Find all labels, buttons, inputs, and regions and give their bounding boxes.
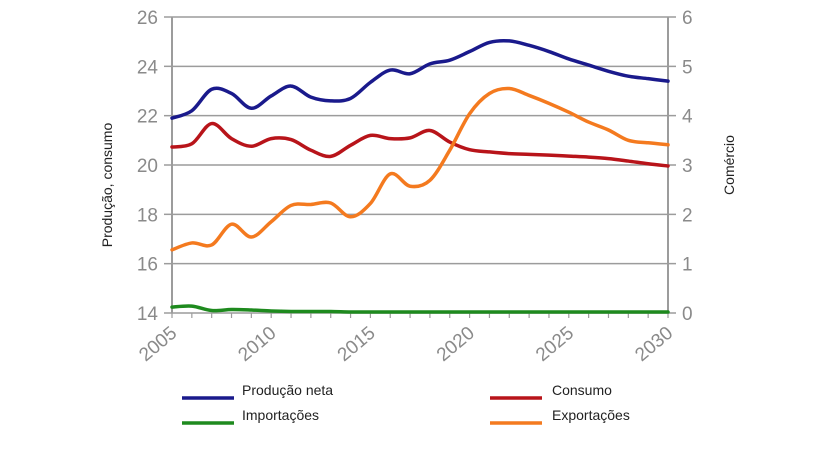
x-tick-label: 2015 [334,323,380,366]
series-line-produ-o-neta [170,38,670,120]
x-tick-label: 2030 [631,323,677,366]
series-line-importa-es [170,304,670,314]
x-tick-label: 2020 [433,323,479,366]
y-axis-label: Produção, consumo [99,123,115,248]
y-axis-right-label: Comércio [721,135,737,195]
y-tick-label: 16 [137,255,158,276]
y-right-tick-label: 2 [682,205,693,226]
y-tick-label: 24 [137,57,159,78]
legend-label: Importações [242,407,319,423]
y-tick-label: 20 [137,156,158,177]
y-right-tick-label: 6 [682,8,693,29]
y-right-tick-label: 3 [682,156,693,177]
y-right-tick-label: 5 [682,57,693,78]
y-tick-label: 14 [137,304,159,325]
y-right-tick-label: 4 [682,107,693,128]
series-line-exporta-es [170,86,670,252]
legend-label: Produção neta [242,382,333,398]
series-line-consumo [170,121,670,168]
y-right-tick-label: 1 [682,255,693,276]
x-tick-label: 2025 [532,323,578,366]
y-right-tick-label: 0 [682,304,693,325]
x-tick-label: 2010 [235,323,281,366]
legend-label: Exportações [552,407,630,423]
y-tick-label: 18 [137,205,158,226]
y-tick-label: 26 [137,8,158,29]
x-tick-label: 2005 [135,323,181,366]
y-tick-label: 22 [137,107,158,128]
legend-label: Consumo [552,382,612,398]
